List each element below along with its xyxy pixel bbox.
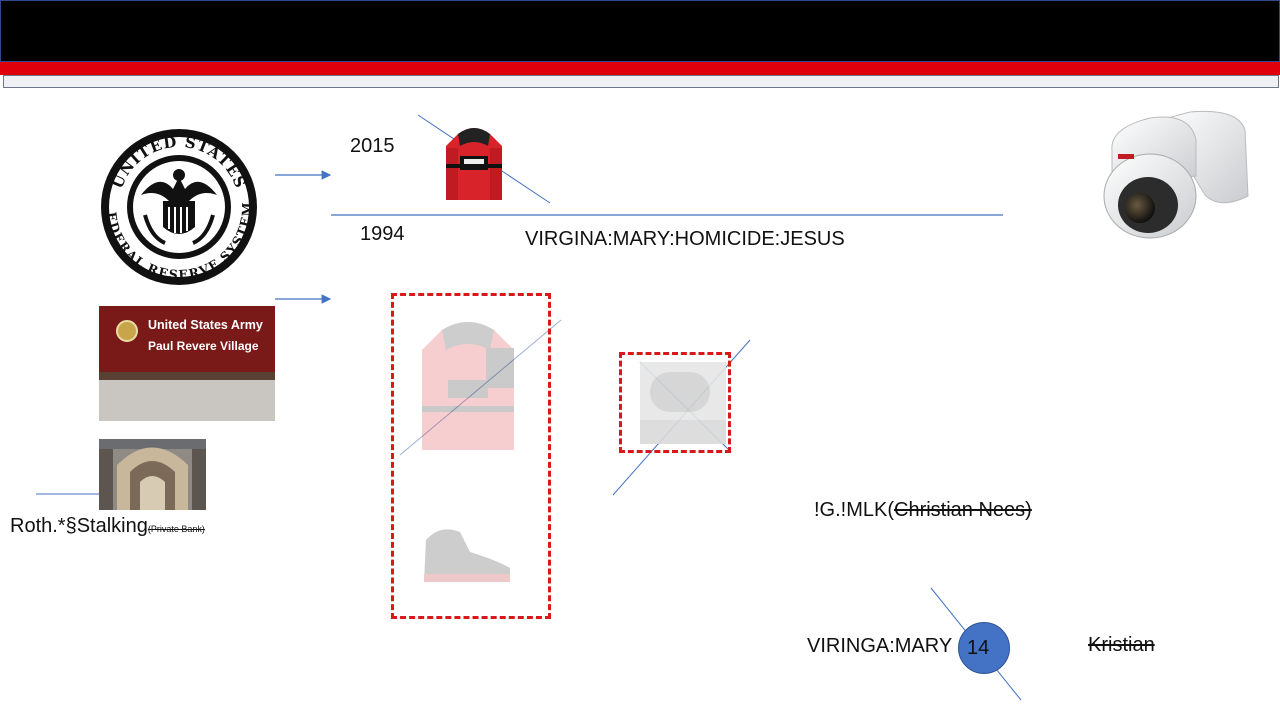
dashed-photo-box <box>619 352 731 453</box>
number-badge: 14 <box>958 622 1010 674</box>
header-grey-strip <box>3 75 1279 88</box>
roth-main-text: Roth.*§Stalking <box>10 515 148 537</box>
slash-top-hoodie <box>417 114 551 204</box>
faded-photo-image <box>640 362 726 444</box>
mlk-prefix-text: !G.!MLK( <box>814 499 895 521</box>
private-bank-subtext: (Private Bank) <box>147 524 205 534</box>
header-black-bar <box>0 0 1280 62</box>
seal-ring-top-text: UNITED STATES <box>108 133 248 191</box>
roth-stalking-label: Roth.*§Stalking(Private Bank) <box>10 515 205 538</box>
number-badge-text: 14 <box>967 637 990 659</box>
header-red-stripe <box>0 62 1280 75</box>
army-sign-photo: United States Army Paul Revere Village <box>99 306 275 421</box>
year-2015-label: 2015 <box>350 135 395 157</box>
headline-text: VIRGINA:MARY:HOMICIDE:JESUS <box>525 228 845 250</box>
army-emblem-icon <box>116 320 138 342</box>
svg-text:FEDERAL RESERVE SYSTEM: FEDERAL RESERVE SYSTEM <box>104 202 253 282</box>
mlk-label: !G.!MLK(Christian Nees) <box>814 499 1032 522</box>
viringa-mary-label: VIRINGA:MARY <box>807 635 953 657</box>
seal-ring-bottom-text: FEDERAL RESERVE SYSTEM <box>104 202 253 282</box>
mlk-struck-text: Christian Nees) <box>894 499 1032 521</box>
dashed-evidence-box <box>391 293 551 619</box>
svg-text:UNITED STATES: UNITED STATES <box>108 133 249 191</box>
kristian-struck-label: Kristian <box>1088 634 1155 656</box>
army-sign-line1: United States Army <box>148 318 263 332</box>
year-1994-label: 1994 <box>360 223 405 245</box>
army-sign-line2: Paul Revere Village <box>148 339 259 353</box>
